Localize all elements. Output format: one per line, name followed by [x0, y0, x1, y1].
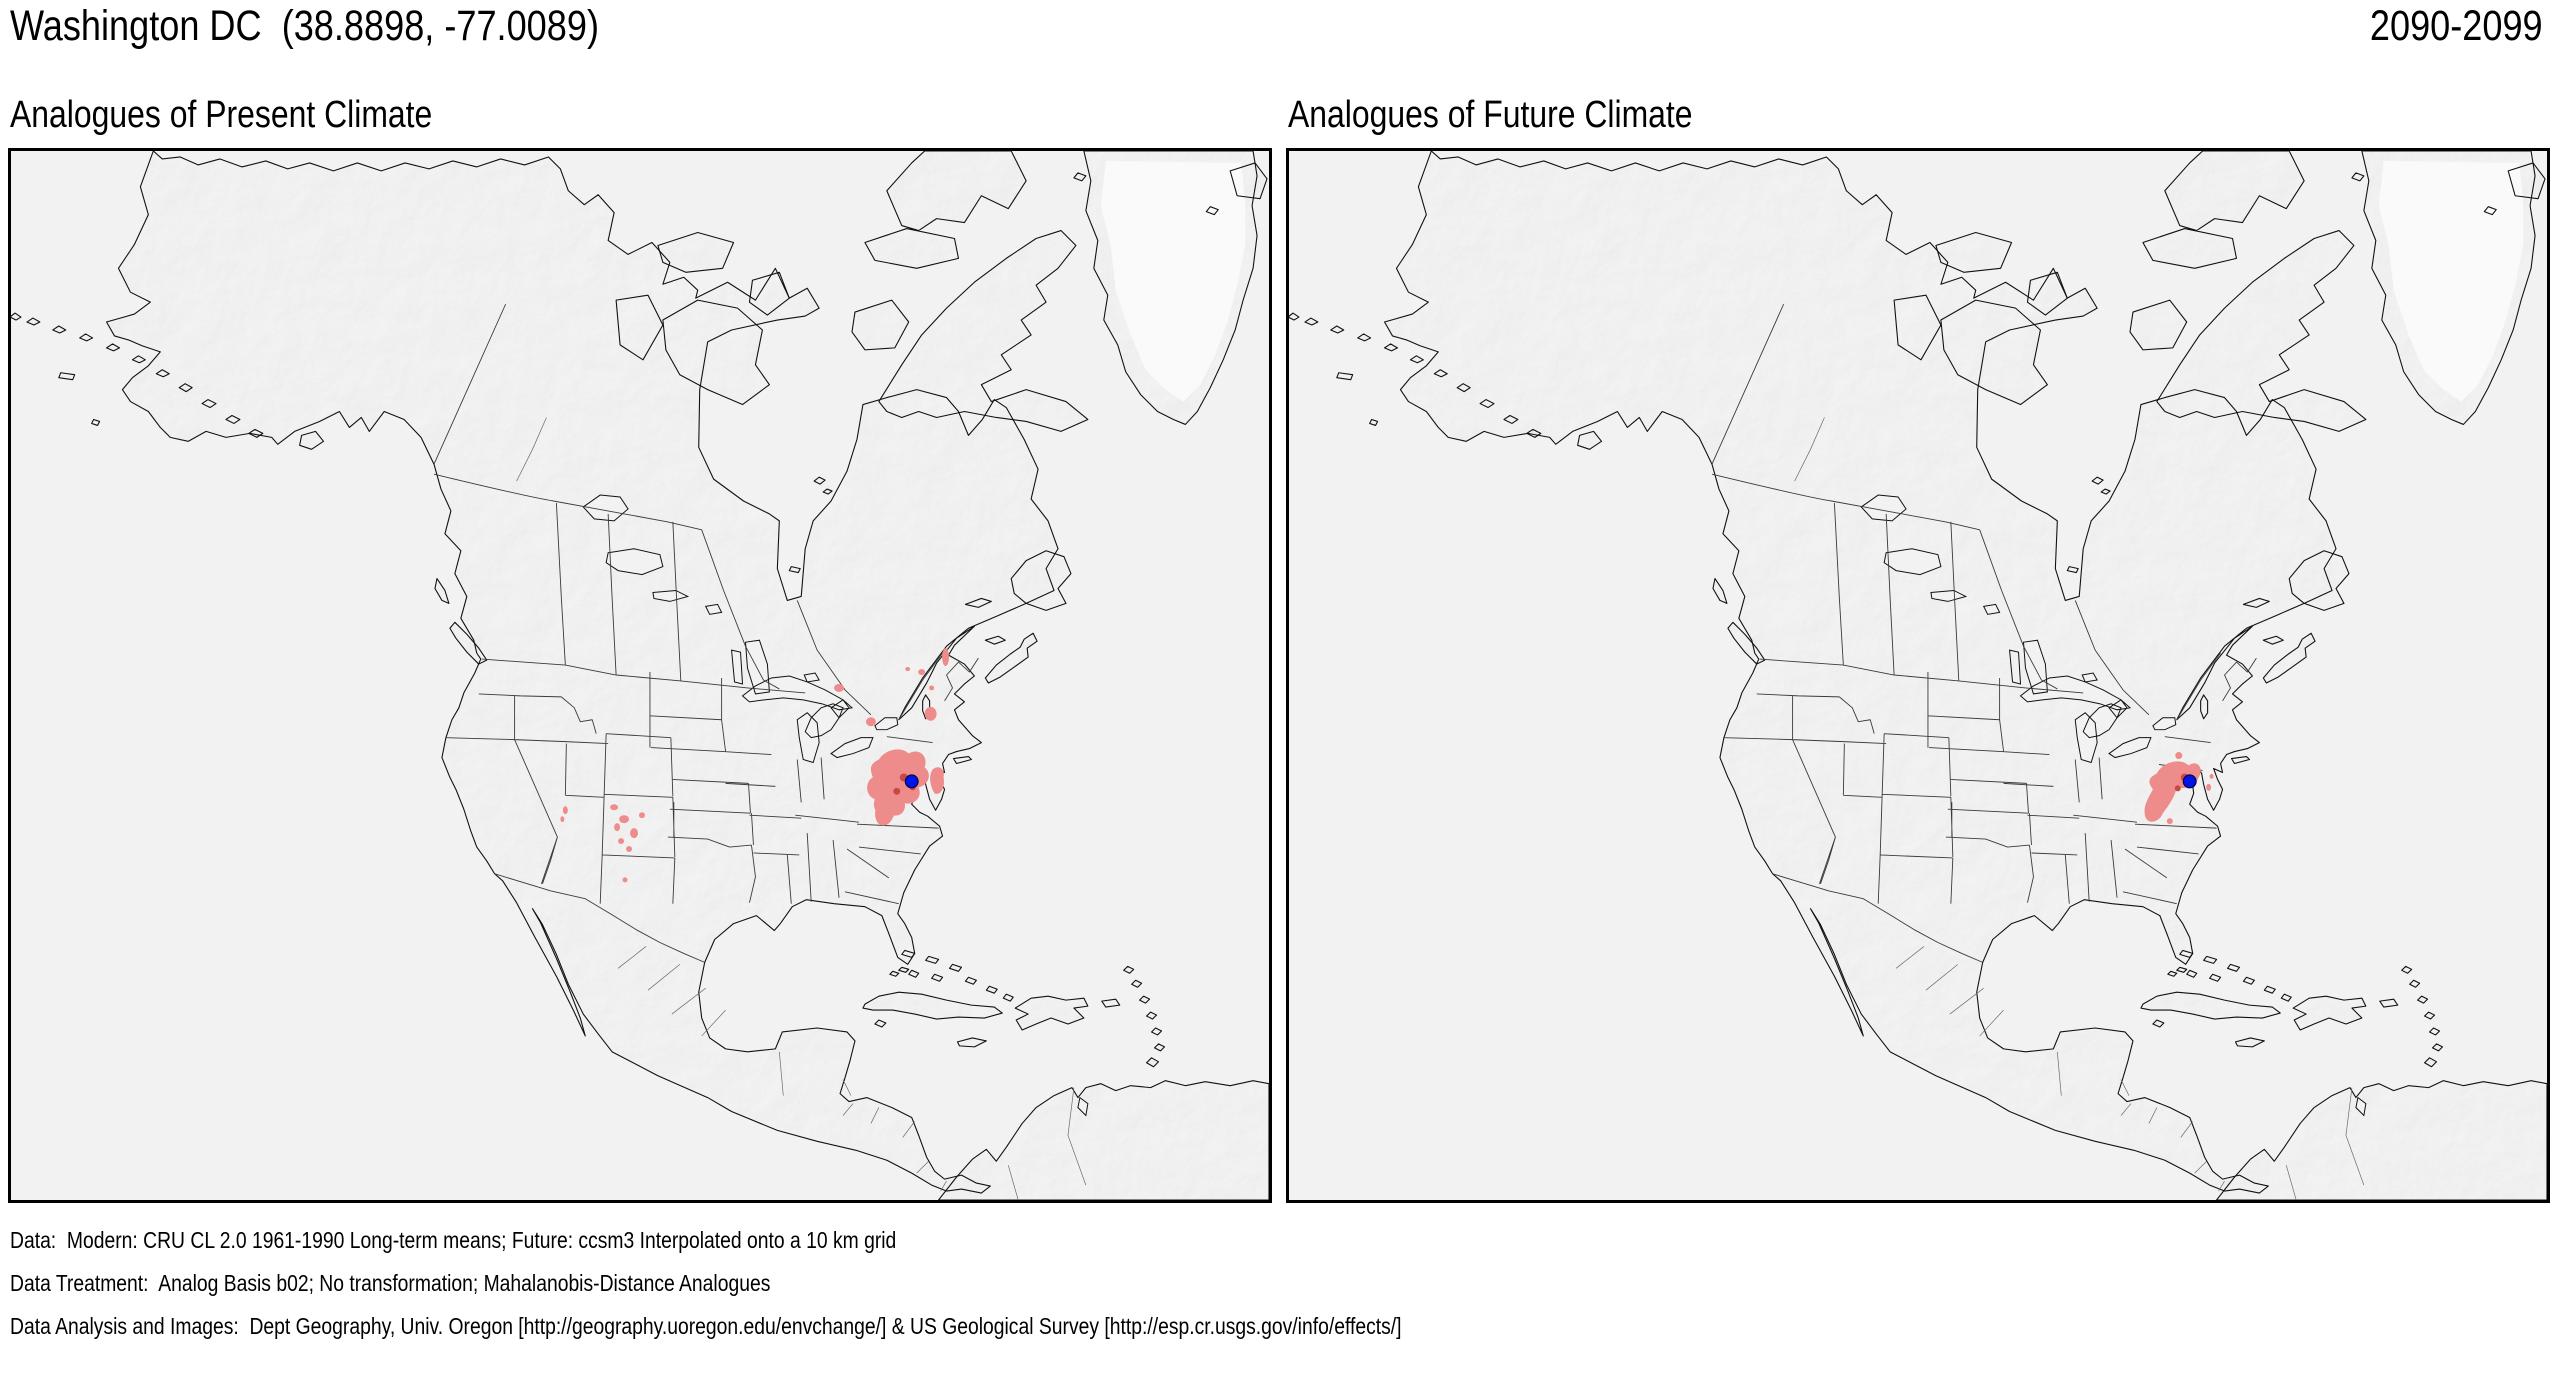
- page-title: Washington DC (38.8898, -77.0089): [10, 2, 599, 51]
- analogue-region-overlay-present: [560, 648, 950, 883]
- map-present-svg: [11, 151, 1269, 1200]
- map-title-future: Analogues of Future Climate: [1288, 94, 1693, 136]
- target-location-marker: [2182, 774, 2197, 789]
- map-present-climate: [8, 148, 1272, 1203]
- title-spacer: [262, 2, 282, 50]
- caption-data-treatment: Data Treatment: Analog Basis b02; No tra…: [10, 1270, 771, 1296]
- target-city-name: Washington DC: [10, 2, 262, 50]
- map-future-climate: [1286, 148, 2550, 1203]
- caption-data-sources: Data: Modern: CRU CL 2.0 1961-1990 Long-…: [10, 1227, 897, 1253]
- map-future-svg: [1289, 151, 2547, 1200]
- header: Washington DC (38.8898, -77.0089) 2090-2…: [10, 2, 2543, 56]
- caption-block: Data: Modern: CRU CL 2.0 1961-1990 Long-…: [10, 1219, 1667, 1348]
- map-title-present: Analogues of Present Climate: [10, 94, 433, 136]
- target-coordinates: (38.8898, -77.0089): [281, 2, 599, 50]
- target-location-marker: [904, 774, 919, 789]
- period-label: 2090-2099: [2370, 2, 2543, 50]
- caption-credits: Data Analysis and Images: Dept Geography…: [10, 1313, 1402, 1339]
